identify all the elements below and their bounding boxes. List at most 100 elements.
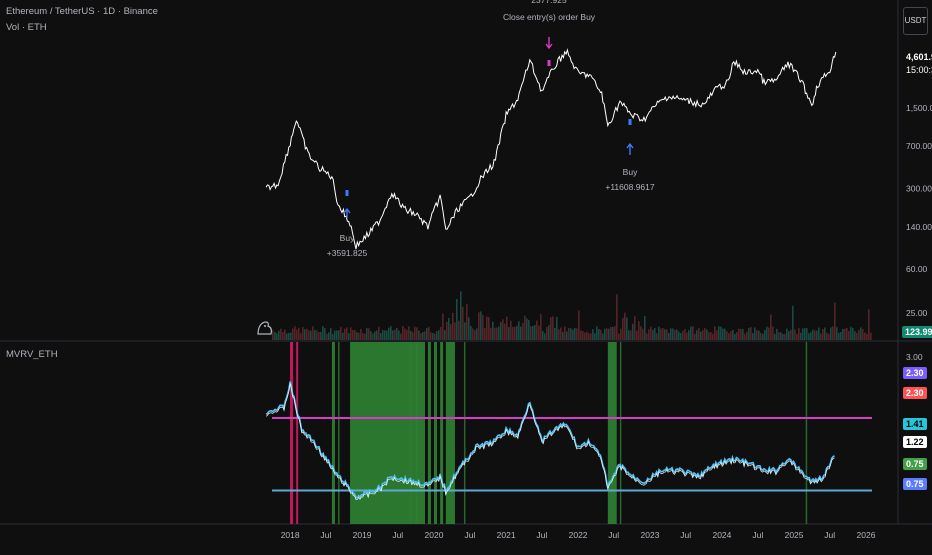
volume-bar bbox=[694, 333, 696, 340]
volume-bar bbox=[360, 329, 362, 340]
volume-bar bbox=[738, 328, 740, 340]
volume-bar bbox=[664, 329, 666, 340]
volume-bar bbox=[584, 332, 586, 340]
volume-bar bbox=[538, 325, 540, 340]
buy-zone-3 bbox=[434, 342, 438, 524]
price-tick-label: 700.00 bbox=[906, 141, 932, 151]
volume-bar bbox=[372, 333, 374, 340]
mvrv-line bbox=[265, 381, 835, 499]
volume-bar bbox=[790, 329, 792, 340]
time-tick-label: 2020 bbox=[425, 530, 444, 540]
volume-bar bbox=[534, 325, 536, 340]
volume-bar bbox=[668, 332, 670, 340]
volume-bar bbox=[728, 333, 730, 340]
volume-bar bbox=[722, 328, 724, 340]
volume-bar bbox=[692, 326, 694, 340]
volume-bar bbox=[778, 332, 780, 340]
volume-bar bbox=[666, 329, 668, 340]
volume-bar bbox=[750, 326, 752, 340]
volume-bar bbox=[500, 322, 502, 340]
volume-badge: 123.99K bbox=[902, 326, 932, 338]
volume-bar bbox=[818, 327, 820, 340]
volume-bar bbox=[412, 332, 414, 340]
volume-bar bbox=[518, 321, 520, 340]
signal-zones bbox=[272, 342, 872, 524]
volume-bar bbox=[636, 330, 638, 340]
currency-button-label: USDT bbox=[904, 16, 927, 25]
volume-bar bbox=[784, 333, 786, 340]
mvrv-badge: 1.41 bbox=[903, 418, 927, 430]
volume-bar bbox=[280, 328, 282, 340]
currency-button[interactable]: USDT bbox=[903, 7, 928, 35]
volume-bar bbox=[802, 328, 804, 340]
volume-bar bbox=[758, 330, 760, 340]
close-value: 2377.925 bbox=[531, 0, 567, 5]
volume-bar bbox=[296, 329, 298, 340]
volume-bar bbox=[684, 329, 686, 340]
volume-bar bbox=[330, 328, 332, 340]
buy-arrow-1 bbox=[343, 207, 351, 218]
volume-bar bbox=[274, 332, 276, 340]
volume-bar bbox=[370, 331, 372, 340]
volume-bar bbox=[382, 330, 384, 340]
volume-bar bbox=[300, 333, 302, 340]
price-tick-label: 140.00 bbox=[906, 222, 932, 232]
volume-bar bbox=[764, 330, 766, 340]
volume-bar bbox=[606, 328, 608, 340]
volume-bar bbox=[394, 329, 396, 340]
volume-bar bbox=[810, 332, 812, 340]
volume-bar bbox=[496, 327, 498, 340]
volume-bar bbox=[568, 327, 570, 340]
price-ticks: 1,500.00 700.00 300.00 140.00 60.00 25.00 bbox=[906, 103, 932, 318]
volume-bar bbox=[454, 322, 456, 340]
volume-bar bbox=[444, 330, 446, 340]
volume-bar bbox=[782, 333, 784, 340]
volume-bar bbox=[320, 331, 322, 340]
buy-zone-2 bbox=[427, 342, 431, 524]
volume-bar bbox=[610, 326, 612, 340]
volume-bar bbox=[776, 328, 778, 340]
buy-zone-thin-4 bbox=[619, 342, 622, 524]
volume-bar bbox=[470, 325, 472, 340]
volume-bar bbox=[788, 331, 790, 340]
volume-bar bbox=[314, 330, 316, 340]
price-line bbox=[265, 48, 837, 250]
volume-bar bbox=[316, 330, 318, 340]
volume-bar bbox=[450, 323, 452, 340]
volume-bar bbox=[414, 326, 416, 340]
volume-bar bbox=[616, 294, 618, 340]
volume-bar bbox=[514, 326, 516, 340]
volume-bar bbox=[736, 332, 738, 340]
time-tick-label: Jul bbox=[536, 530, 547, 540]
volume-bar bbox=[794, 329, 796, 340]
time-tick-label: Jul bbox=[752, 530, 763, 540]
volume-bar bbox=[814, 330, 816, 340]
volume-bar bbox=[544, 333, 546, 340]
volume-bar bbox=[726, 331, 728, 340]
volume-bar bbox=[492, 321, 494, 340]
volume-bar bbox=[760, 332, 762, 340]
volume-bar bbox=[612, 327, 614, 340]
volume-bar bbox=[520, 326, 522, 340]
volume-bar bbox=[868, 309, 870, 340]
volume-bar bbox=[858, 330, 860, 340]
time-tick-label: Jul bbox=[464, 530, 475, 540]
volume-bar bbox=[614, 326, 616, 340]
volume-bar bbox=[464, 322, 466, 340]
volume-bar bbox=[686, 332, 688, 340]
volume-bar bbox=[712, 333, 714, 340]
volume-bar bbox=[748, 328, 750, 340]
volume-bar bbox=[392, 330, 394, 340]
volume-bar bbox=[284, 329, 286, 340]
volume-bar bbox=[630, 330, 632, 340]
volume-bar bbox=[346, 327, 348, 340]
volume-bar bbox=[864, 332, 866, 340]
volume-bar bbox=[796, 333, 798, 340]
volume-bar bbox=[426, 328, 428, 340]
volume-bar bbox=[780, 332, 782, 340]
volume-bar bbox=[850, 326, 852, 340]
volume-bar bbox=[446, 321, 448, 340]
volume-bar bbox=[292, 328, 294, 340]
